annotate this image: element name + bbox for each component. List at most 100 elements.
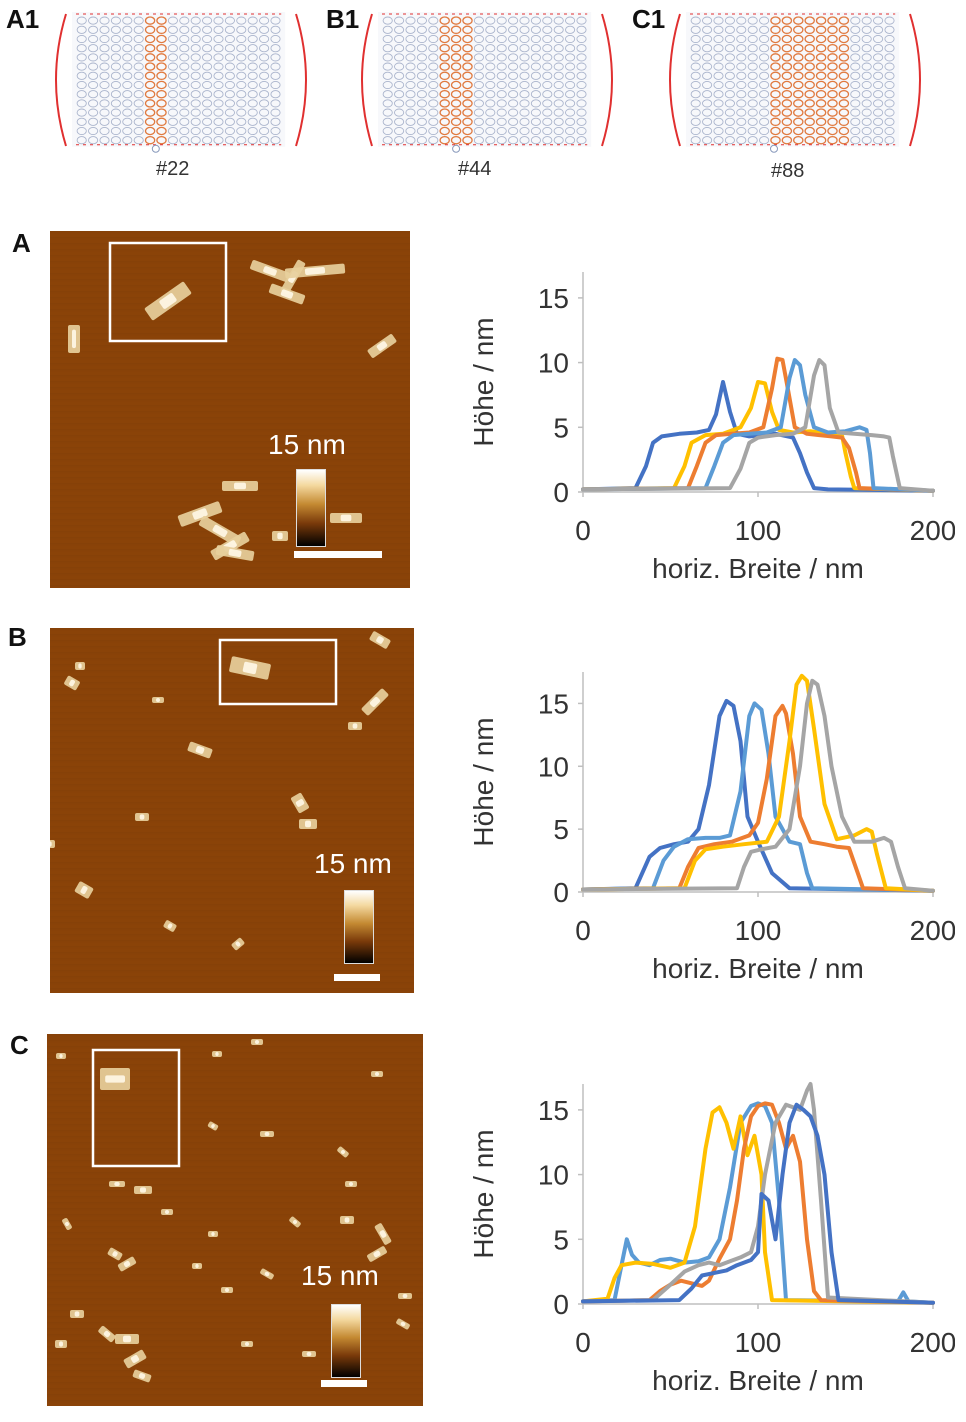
helix-loop bbox=[213, 108, 224, 117]
helix-loop bbox=[759, 108, 770, 117]
helix-loop bbox=[88, 34, 99, 44]
staple-loop bbox=[156, 108, 167, 117]
origami-schematic-c1 bbox=[669, 12, 921, 153]
helix-loop bbox=[394, 71, 405, 80]
helix-loop bbox=[713, 99, 724, 108]
origami-particle bbox=[396, 1318, 410, 1330]
helix-loop bbox=[247, 108, 258, 117]
staple-loop bbox=[156, 117, 167, 127]
helix-loop bbox=[724, 62, 735, 71]
helix-loop bbox=[224, 34, 235, 44]
helix-loop bbox=[861, 136, 872, 145]
staple-loop bbox=[144, 25, 156, 35]
helix-loop bbox=[702, 90, 713, 99]
staple-loop bbox=[156, 80, 167, 90]
helix-loop bbox=[542, 99, 553, 108]
helix-loop bbox=[247, 62, 258, 71]
panel-label-a1: A1 bbox=[6, 4, 40, 34]
origami-particle bbox=[163, 920, 177, 932]
helix-loop bbox=[259, 108, 270, 117]
helix-loop bbox=[496, 62, 507, 71]
helix-loop bbox=[76, 71, 87, 80]
helix-loop bbox=[724, 16, 735, 25]
helix-loop bbox=[99, 80, 110, 90]
helix-loop bbox=[565, 53, 576, 62]
helix-loop bbox=[861, 62, 872, 71]
helix-loop bbox=[179, 34, 190, 44]
helix-loop bbox=[382, 53, 393, 62]
helix-loop bbox=[428, 16, 439, 25]
origami-particle bbox=[107, 1247, 123, 1261]
helix-loop bbox=[530, 117, 541, 126]
helix-loop bbox=[759, 126, 770, 136]
helix-loop bbox=[190, 80, 201, 90]
helix-loop bbox=[110, 44, 121, 53]
staple-loop bbox=[793, 99, 804, 108]
helix-loop bbox=[747, 108, 758, 117]
staple-loop bbox=[462, 62, 473, 71]
helix-loop bbox=[702, 108, 713, 117]
helix-loop bbox=[405, 53, 416, 62]
helix-loop bbox=[861, 126, 872, 136]
helix-loop bbox=[416, 99, 427, 108]
helix-loop bbox=[382, 44, 393, 53]
helix-loop bbox=[747, 90, 758, 99]
helix-loop bbox=[530, 108, 541, 117]
helix-loop bbox=[884, 108, 895, 117]
helix-loop bbox=[565, 16, 576, 25]
helix-loop bbox=[508, 71, 519, 80]
helix-loop bbox=[202, 136, 213, 145]
helix-loop bbox=[394, 16, 405, 25]
x-tick-label: 0 bbox=[575, 1327, 591, 1358]
helix-loop bbox=[702, 25, 713, 34]
helix-loop bbox=[485, 25, 496, 34]
helix-loop bbox=[553, 62, 564, 71]
staple-loop bbox=[156, 71, 167, 81]
staple-loop bbox=[450, 16, 462, 25]
helix-loop bbox=[553, 99, 564, 108]
helix-loop bbox=[747, 126, 758, 136]
staple-loop bbox=[462, 25, 473, 35]
staple-loop bbox=[804, 80, 815, 90]
staple-loop bbox=[439, 80, 450, 90]
origami-particle bbox=[100, 1068, 130, 1090]
helix-loop bbox=[747, 62, 758, 71]
height-profile-chart-a: 0 5 10 15 0 100 200 horiz. Breite / nm Höhe / nm bbox=[455, 250, 956, 605]
staple-loop bbox=[815, 71, 827, 81]
helix-loop bbox=[167, 80, 178, 90]
helix-loop bbox=[850, 136, 861, 145]
helix-loop bbox=[496, 71, 507, 80]
staple-loop bbox=[804, 16, 815, 25]
staple-loop bbox=[827, 34, 838, 44]
origami-particle bbox=[152, 697, 164, 703]
helix-loop bbox=[884, 44, 895, 53]
helix-loop bbox=[202, 80, 213, 90]
y-tick-label: 15 bbox=[538, 1095, 569, 1126]
staple-loop bbox=[144, 99, 156, 108]
helix-loop bbox=[884, 16, 895, 25]
helix-loop bbox=[76, 25, 87, 34]
helix-loop bbox=[553, 136, 564, 145]
helix-loop bbox=[553, 117, 564, 126]
highlight-box bbox=[108, 241, 228, 343]
helix-loop bbox=[202, 34, 213, 44]
helix-loop bbox=[416, 80, 427, 90]
afm-image-a: 15 nm bbox=[50, 231, 410, 588]
origami-schematic-b1 bbox=[361, 12, 613, 153]
helix-loop bbox=[508, 136, 519, 145]
y-axis-label: Höhe / nm bbox=[468, 317, 499, 446]
staple-loop bbox=[439, 108, 450, 117]
helix-loop bbox=[690, 126, 701, 136]
helix-loop bbox=[759, 53, 770, 62]
x-tick-label: 200 bbox=[910, 515, 955, 546]
helix-loop bbox=[519, 90, 530, 99]
helix-loop bbox=[428, 117, 439, 126]
staple-loop bbox=[815, 117, 827, 127]
helix-loop bbox=[110, 99, 121, 108]
staple-loop bbox=[827, 108, 838, 117]
staple-loop bbox=[793, 43, 804, 53]
helix-loop bbox=[110, 71, 121, 80]
helix-loop bbox=[736, 25, 747, 34]
helix-loop bbox=[122, 90, 133, 99]
helix-loop bbox=[724, 53, 735, 62]
